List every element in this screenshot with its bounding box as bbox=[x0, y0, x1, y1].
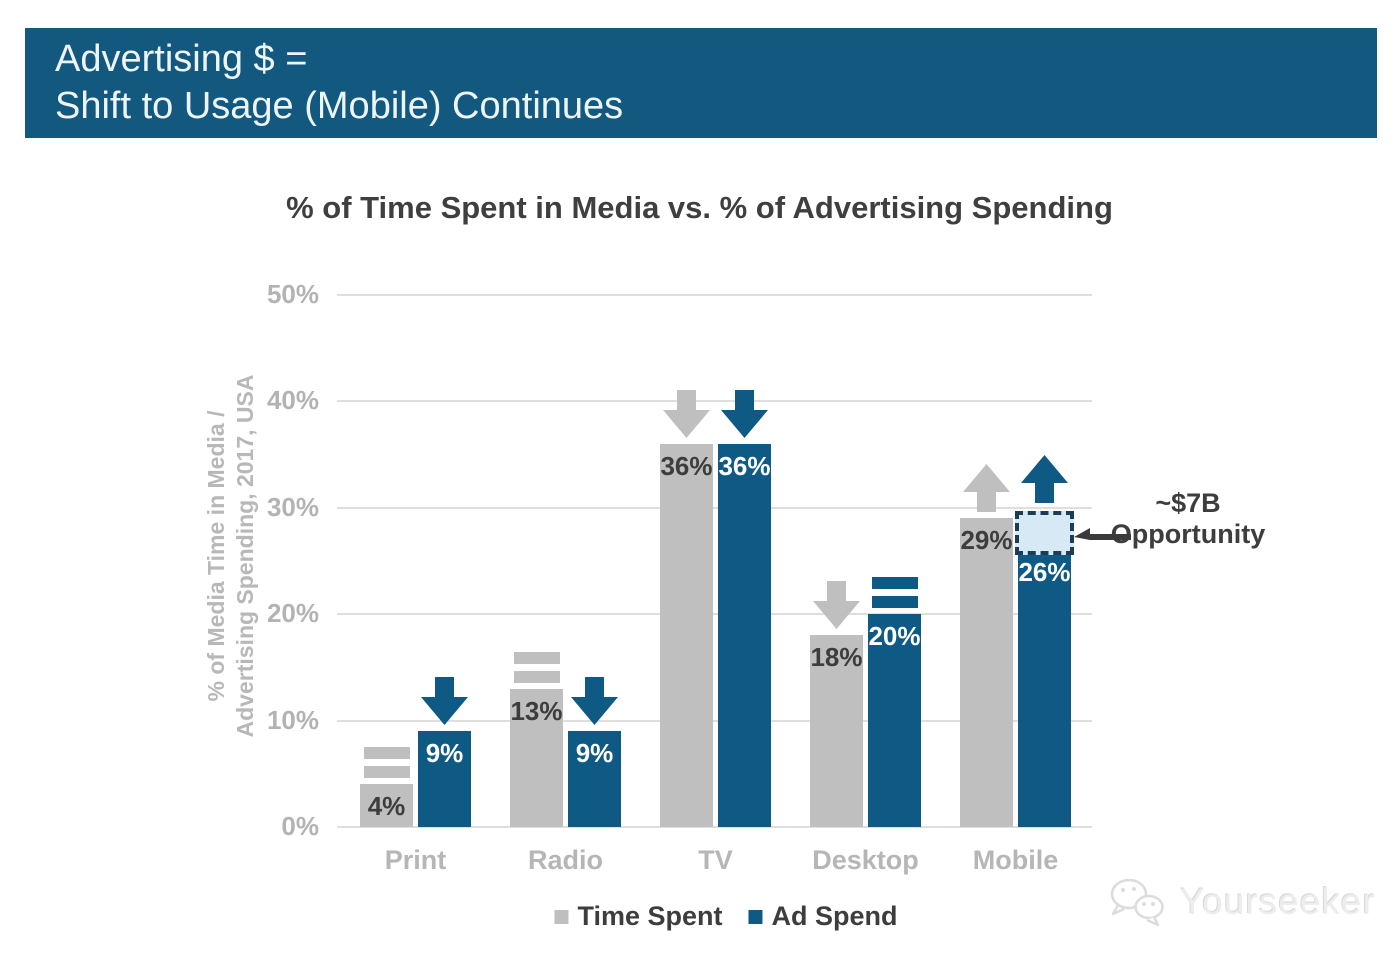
trend-flat-icon bbox=[513, 651, 560, 683]
trend-flat-bar bbox=[363, 747, 410, 760]
watermark-text: Yourseeker bbox=[1180, 881, 1376, 922]
trend-down-arrow-icon bbox=[571, 677, 618, 726]
bar-radio-ad-spend bbox=[568, 731, 621, 827]
y-tick-label: 50% bbox=[266, 278, 319, 309]
trend-flat-icon bbox=[363, 747, 410, 779]
bar-tv-time-spent bbox=[660, 443, 713, 827]
trend-flat-bar bbox=[871, 577, 918, 589]
trend-flat-bar bbox=[513, 670, 560, 683]
gridline bbox=[337, 613, 1092, 615]
bar-mobile-time-spent bbox=[960, 518, 1013, 827]
bar-value-label: 36% bbox=[660, 450, 713, 481]
x-axis-label-desktop: Desktop bbox=[812, 845, 919, 875]
x-axis-label-mobile: Mobile bbox=[972, 845, 1059, 875]
bar-print-ad-spend bbox=[418, 731, 471, 827]
bar-value-label: 9% bbox=[575, 738, 614, 769]
watermark: Yourseeker bbox=[1106, 876, 1376, 928]
legend-label: Ad Spend bbox=[771, 901, 898, 931]
opportunity-annotation: ~$7B Opportunity bbox=[1103, 488, 1273, 550]
legend-swatch bbox=[748, 909, 763, 924]
legend-item-time-spent: Time Spent bbox=[554, 901, 723, 932]
trend-flat-icon bbox=[871, 577, 918, 608]
trend-up-arrow-icon bbox=[1021, 454, 1068, 503]
bar-value-label: 4% bbox=[367, 791, 406, 822]
bar-mobile-ad-spend bbox=[1018, 550, 1071, 827]
bar-desktop-time-spent bbox=[810, 635, 863, 827]
bar-value-label: 9% bbox=[425, 738, 464, 769]
bar-print-time-spent bbox=[360, 784, 413, 827]
bar-desktop-ad-spend bbox=[868, 614, 921, 827]
gridline bbox=[337, 506, 1092, 509]
gridline bbox=[337, 826, 1092, 828]
bar-value-label: 36% bbox=[718, 450, 771, 481]
header-title-line2: Shift to Usage (Mobile) Continues bbox=[55, 85, 624, 127]
x-axis-label-radio: Radio bbox=[527, 845, 603, 875]
y-tick-label: 10% bbox=[266, 704, 319, 735]
trend-down-arrow-icon bbox=[663, 389, 710, 438]
gridline bbox=[337, 293, 1092, 296]
legend-swatch bbox=[554, 909, 569, 924]
y-tick-label: 20% bbox=[266, 598, 319, 628]
header-title-line1: Advertising $ = bbox=[55, 38, 308, 80]
bar-value-label: 29% bbox=[960, 525, 1013, 556]
trend-flat-bar bbox=[871, 596, 918, 608]
x-axis-label-print: Print bbox=[384, 845, 447, 875]
bar-value-label: 13% bbox=[510, 695, 563, 726]
chart-title: % of Time Spent in Media vs. % of Advert… bbox=[286, 190, 1113, 225]
gridline bbox=[337, 719, 1092, 722]
trend-flat-bar bbox=[363, 766, 410, 779]
legend: Time Spent Ad Spend bbox=[554, 901, 898, 932]
bar-value-label: 18% bbox=[810, 642, 863, 673]
opportunity-annotation-line2: Opportunity bbox=[1110, 519, 1266, 549]
bar-value-label: 26% bbox=[1018, 557, 1071, 588]
opportunity-annotation-line1: ~$7B bbox=[1155, 488, 1221, 518]
y-tick-label: 40% bbox=[266, 385, 319, 415]
trend-down-arrow-icon bbox=[813, 581, 860, 630]
wechat-icon bbox=[1110, 878, 1164, 927]
y-tick-label: 0% bbox=[281, 811, 319, 841]
gridline bbox=[337, 400, 1092, 402]
trend-down-arrow-icon bbox=[721, 389, 768, 438]
left-arrow-icon bbox=[1074, 528, 1131, 540]
bar-value-label: 20% bbox=[868, 621, 921, 651]
trend-up-arrow-icon bbox=[963, 464, 1010, 513]
legend-label: Time Spent bbox=[577, 901, 723, 931]
x-axis-label-tv: TV bbox=[698, 845, 733, 875]
bar-radio-time-spent bbox=[510, 688, 563, 827]
header-banner: Advertising $ = Shift to Usage (Mobile) … bbox=[25, 28, 1377, 138]
trend-flat-bar bbox=[513, 651, 560, 664]
legend-item-ad-spend: Ad Spend bbox=[748, 901, 898, 932]
trend-down-arrow-icon bbox=[421, 677, 468, 726]
opportunity-box bbox=[1015, 510, 1074, 556]
bar-tv-ad-spend bbox=[718, 443, 771, 827]
y-tick-label: 30% bbox=[266, 491, 319, 522]
